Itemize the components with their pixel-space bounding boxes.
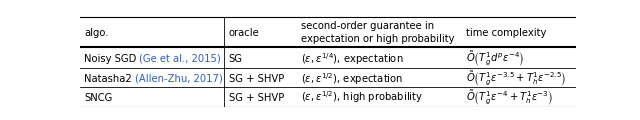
Text: $(\epsilon, \epsilon^{1/2})$, high probability: $(\epsilon, \epsilon^{1/2})$, high proba… [301, 90, 423, 105]
Text: (Ge et al., 2015): (Ge et al., 2015) [140, 54, 221, 64]
Text: (Allen-Zhu, 2017): (Allen-Zhu, 2017) [135, 74, 223, 84]
Text: algo.: algo. [84, 28, 108, 38]
Text: Noisy SGD: Noisy SGD [84, 54, 140, 64]
Text: SG + SHVP: SG + SHVP [229, 93, 284, 103]
Text: Natasha2: Natasha2 [84, 74, 135, 84]
Text: $\tilde{O}\left(T_g^1 \epsilon^{-4} + T_h^1 \epsilon^{-3}\right)$: $\tilde{O}\left(T_g^1 \epsilon^{-4} + T_… [466, 88, 553, 107]
Text: SG: SG [229, 54, 243, 64]
Text: $\tilde{O}\left(T_g^1 d^p \epsilon^{-4}\right)$: $\tilde{O}\left(T_g^1 d^p \epsilon^{-4}\… [466, 49, 524, 68]
Text: $(\epsilon, \epsilon^{1/2})$, expectation: $(\epsilon, \epsilon^{1/2})$, expectatio… [301, 71, 403, 87]
Text: SNCG: SNCG [84, 93, 113, 103]
Text: time complexity: time complexity [466, 28, 547, 38]
Text: $\tilde{O}\left(T_g^1 \epsilon^{-3.5} + T_h^1 \epsilon^{-2.5}\right)$: $\tilde{O}\left(T_g^1 \epsilon^{-3.5} + … [466, 69, 566, 88]
Text: $(\epsilon, \epsilon^{1/4})$, expectation: $(\epsilon, \epsilon^{1/4})$, expectatio… [301, 51, 403, 67]
Text: SG + SHVP: SG + SHVP [229, 74, 284, 84]
Text: second-order guarantee in
expectation or high probability: second-order guarantee in expectation or… [301, 21, 454, 45]
Text: oracle: oracle [229, 28, 260, 38]
